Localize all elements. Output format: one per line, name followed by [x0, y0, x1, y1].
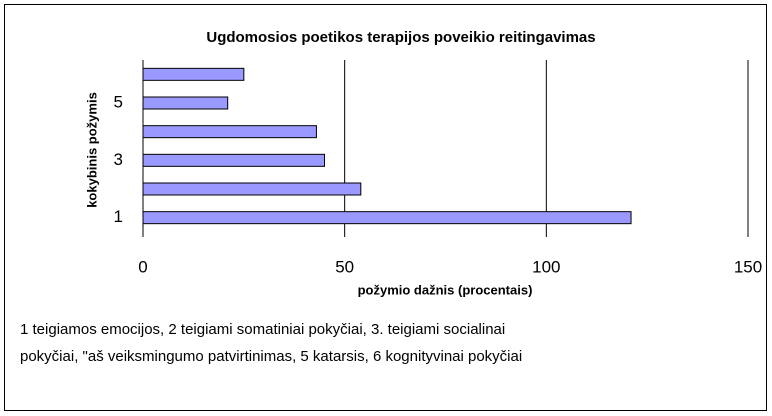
- chart-title: Ugdomosios poetikos terapijos poveikio r…: [206, 29, 595, 46]
- bar: [142, 182, 362, 196]
- bar: [142, 153, 325, 167]
- footnote: pokyčiai, "aš veiksmingumo patvirtinimas…: [20, 348, 522, 365]
- y-axis-label: kokybinis požymis: [84, 92, 99, 208]
- bar: [142, 211, 632, 225]
- chart-border: [4, 4, 767, 411]
- y-tick-label: 3: [114, 150, 123, 169]
- bar: [142, 96, 229, 110]
- footnote: 1 teigiamos emocijos, 2 teigiami somatin…: [20, 321, 505, 338]
- x-tick-label: 100: [532, 257, 560, 276]
- y-tick-label: 5: [114, 92, 123, 111]
- x-tick-label: 150: [734, 257, 762, 276]
- bar: [142, 67, 245, 81]
- x-axis-label: požymio dažnis (procentais): [358, 282, 533, 297]
- x-tick-label: 50: [335, 257, 354, 276]
- y-tick-label: 1: [114, 207, 123, 226]
- bar: [142, 125, 317, 139]
- x-tick-label: 0: [138, 257, 147, 276]
